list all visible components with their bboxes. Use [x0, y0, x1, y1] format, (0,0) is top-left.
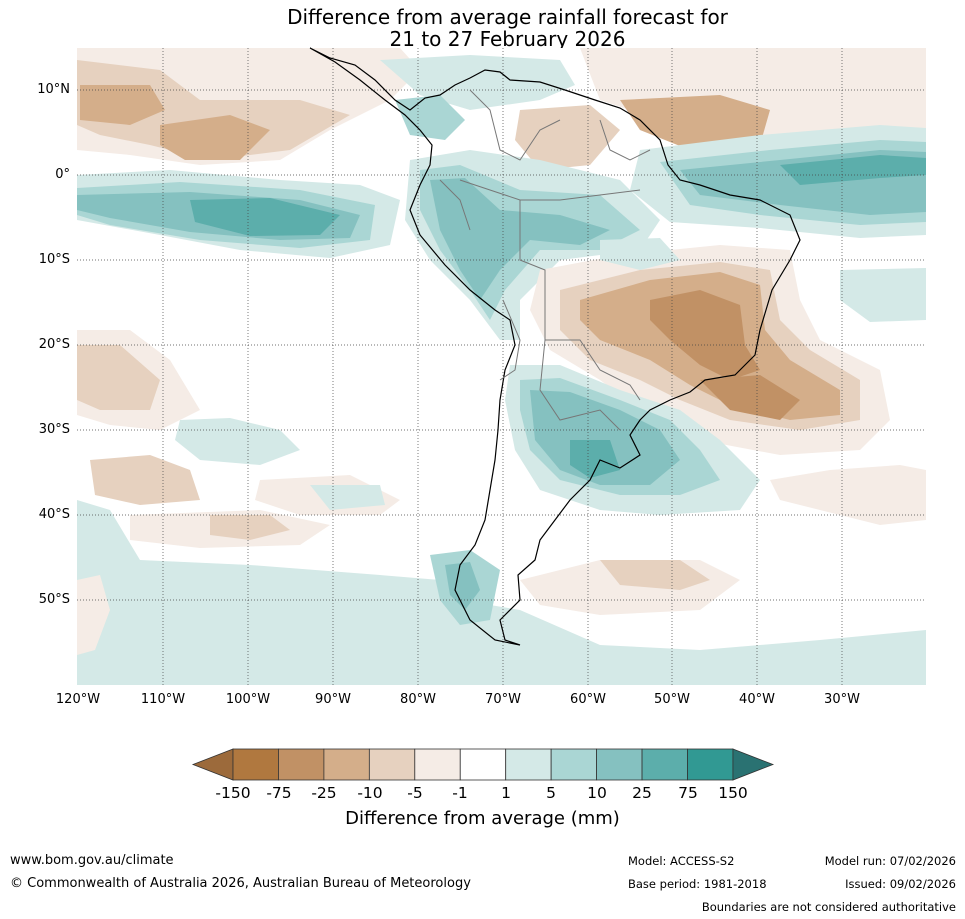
dry-core-brazil — [650, 290, 760, 380]
legend-tick: 150 — [718, 784, 748, 802]
legend-tick: -10 — [357, 784, 383, 802]
legend-swatch — [323, 748, 370, 781]
lon-label-70w: 70°W — [485, 692, 521, 707]
dry-zone-atlantic-north — [580, 48, 926, 150]
legend-tick: 5 — [546, 784, 556, 802]
legend-swatch — [459, 748, 507, 781]
map-title-line2: 21 to 27 February 2026 — [389, 27, 626, 51]
legend-swatch-extend-low — [191, 748, 234, 781]
legend-swatch — [278, 748, 325, 781]
south-america-coastline — [309, 47, 801, 646]
country-borders — [439, 89, 651, 431]
lon-label-110w: 110°W — [140, 692, 186, 707]
legend-tick: -25 — [311, 784, 337, 802]
lat-label-40s: 40°S — [38, 507, 70, 522]
footer-model-run: Model run: 07/02/2026 — [824, 854, 956, 868]
legend-swatch — [414, 748, 461, 781]
lat-label-30s: 30°S — [38, 422, 70, 437]
footer-issued: Issued: 09/02/2026 — [845, 877, 956, 891]
lon-label-120w: 120°W — [55, 692, 101, 707]
lon-label-50w: 50°W — [654, 692, 690, 707]
legend-tick: -150 — [215, 784, 251, 802]
colorbar — [191, 748, 775, 781]
lon-label-80w: 80°W — [400, 692, 436, 707]
lon-label-40w: 40°W — [739, 692, 775, 707]
rainfall-anomaly-map — [77, 47, 926, 685]
legend-tick: 10 — [587, 784, 607, 802]
legend-tick: 1 — [501, 784, 511, 802]
legend-tick: -5 — [407, 784, 423, 802]
legend-swatch-extend-high — [732, 748, 775, 781]
lat-label-20s: 20°S — [38, 337, 70, 352]
legend-tick: -1 — [452, 784, 468, 802]
legend-tick: 75 — [678, 784, 698, 802]
legend-swatch — [641, 748, 688, 781]
lon-label-30w: 30°W — [824, 692, 860, 707]
lat-label-0: 0° — [55, 167, 70, 182]
lat-label-50s: 50°S — [38, 592, 70, 607]
footer-model: Model: ACCESS-S2 — [628, 854, 735, 868]
footer-copyright: © Commonwealth of Australia 2026, Austra… — [10, 876, 471, 891]
footer-disclaimer: Boundaries are not considered authoritat… — [701, 900, 956, 914]
legend-swatch — [550, 748, 598, 781]
legend-swatch — [596, 748, 643, 781]
map-gridlines — [77, 48, 926, 685]
dry-zone-north-pacific-inner — [80, 85, 165, 125]
legend-swatch — [368, 748, 416, 781]
lat-label-10n: 10°N — [37, 82, 70, 97]
map-title-line1: Difference from average rainfall forecas… — [287, 5, 728, 29]
footer-base-period: Base period: 1981-2018 — [628, 877, 767, 891]
legend-tick: 25 — [632, 784, 652, 802]
legend-title: Difference from average (mm) — [345, 808, 620, 829]
lon-label-60w: 60°W — [570, 692, 606, 707]
lon-label-100w: 100°W — [225, 692, 271, 707]
wet-band-southern-ocean — [77, 500, 926, 685]
legend-swatch — [687, 748, 734, 781]
lat-label-10s: 10°S — [38, 252, 70, 267]
legend-tick: -75 — [266, 784, 292, 802]
anomaly-field — [77, 48, 926, 685]
lon-label-90w: 90°W — [315, 692, 351, 707]
legend-swatch — [232, 748, 279, 781]
legend-swatch — [505, 748, 552, 781]
footer-website: www.bom.gov.au/climate — [10, 853, 174, 868]
